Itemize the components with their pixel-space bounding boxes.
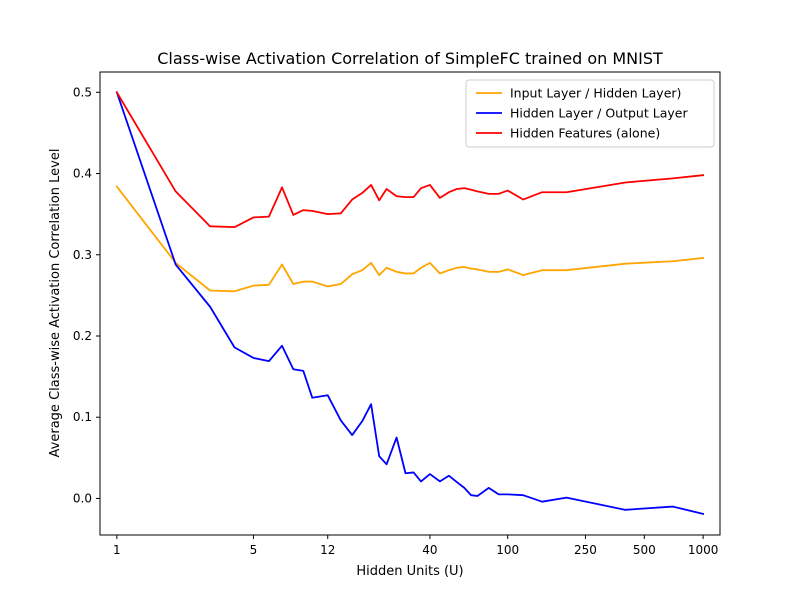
y-tick-label-4: 0.4 <box>73 167 92 181</box>
x-tick-label-40: 40 <box>422 543 437 557</box>
legend-box <box>465 79 715 148</box>
x-axis-label: Hidden Units (U) <box>356 564 463 579</box>
x-tick-label-5: 5 <box>250 543 258 557</box>
y-tick-label-1: 0.1 <box>73 410 92 424</box>
y-axis-label: Average Class-wise Activation Correlatio… <box>48 149 63 458</box>
x-tick-label-100: 100 <box>496 543 519 557</box>
plot-area: 1 5 12 40 100 250 500 1000 0.0 0.1 0.2 0.3 0.4 0.5 <box>73 71 721 557</box>
legend-label-3: Hidden Features (alone) <box>510 126 660 141</box>
series-line-2 <box>115 91 705 515</box>
x-tick-label-1: 1 <box>113 543 121 557</box>
x-tick-label-500: 500 <box>633 543 656 557</box>
x-tick-label-1000: 1000 <box>688 543 719 557</box>
x-tick-label-250: 250 <box>574 543 597 557</box>
x-tick-label-12: 12 <box>320 543 335 557</box>
chart-title: Class-wise Activation Correlation of Sim… <box>157 49 663 68</box>
legend: Input Layer / Hidden Layer) Hidden Layer … <box>465 79 715 148</box>
series-line-3 <box>115 91 705 229</box>
series-line-1 <box>115 185 705 293</box>
y-tick-label-0: 0.0 <box>73 491 92 505</box>
y-tick-label-2: 0.2 <box>73 329 92 343</box>
axes-frame <box>99 71 721 536</box>
y-tick-label-5: 0.5 <box>73 85 92 99</box>
y-tick-label-3: 0.3 <box>73 248 92 262</box>
legend-label-1: Input Layer / Hidden Layer) <box>510 86 681 101</box>
legend-label-2: Hidden Layer / Output Layer <box>510 106 688 121</box>
